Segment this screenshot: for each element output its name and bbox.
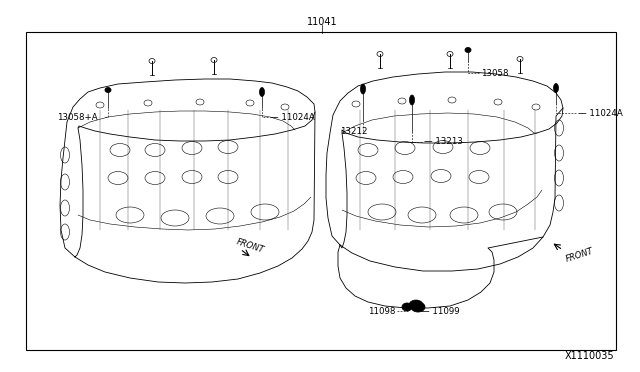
Text: — 11024A: — 11024A: [270, 112, 315, 122]
Text: FRONT: FRONT: [565, 246, 595, 264]
Text: 11098: 11098: [368, 307, 396, 315]
Ellipse shape: [411, 302, 425, 312]
Ellipse shape: [402, 303, 412, 311]
Ellipse shape: [360, 84, 365, 94]
Text: FRONT: FRONT: [235, 237, 265, 255]
Ellipse shape: [410, 95, 415, 105]
Text: — 11099: — 11099: [421, 307, 460, 315]
Text: 13058: 13058: [481, 68, 509, 77]
Ellipse shape: [105, 87, 111, 93]
Text: 13058+A: 13058+A: [57, 112, 98, 122]
Text: X1110035: X1110035: [564, 351, 614, 361]
Text: — 13213: — 13213: [424, 138, 463, 147]
Text: — 11024A: — 11024A: [578, 109, 623, 118]
Text: 13212: 13212: [340, 126, 367, 135]
Ellipse shape: [259, 87, 264, 96]
Ellipse shape: [465, 48, 471, 52]
Ellipse shape: [409, 300, 423, 310]
Bar: [26, 32, 616, 350]
Text: 11041: 11041: [307, 17, 337, 27]
Ellipse shape: [554, 83, 559, 93]
